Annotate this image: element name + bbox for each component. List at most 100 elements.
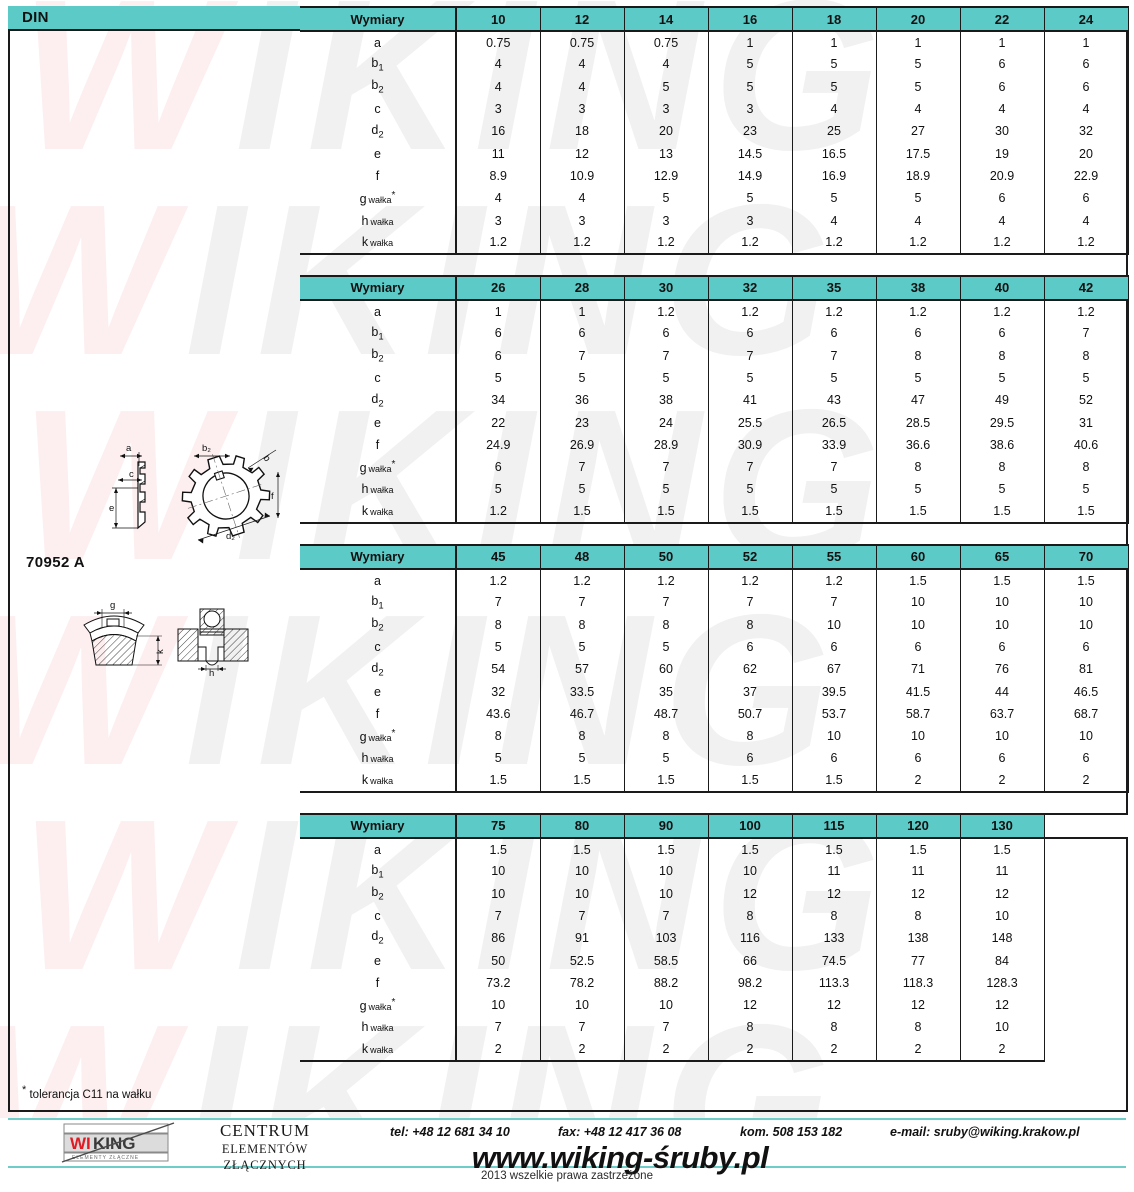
header-size-32: 32 bbox=[708, 274, 793, 301]
cell-g-walka-16: 5 bbox=[708, 187, 793, 210]
cell-d2-48: 57 bbox=[540, 658, 625, 681]
cell-k-walka-115: 2 bbox=[792, 1038, 877, 1062]
cell-c-80: 7 bbox=[540, 904, 625, 928]
cell-g-walka-80: 10 bbox=[540, 993, 625, 1017]
cell-a-115: 1.5 bbox=[792, 837, 877, 861]
cell-f-32: 30.9 bbox=[708, 433, 793, 457]
dimension-table-block-2: Wymiary 26 28 30 32 35 38 40 42 a 1 1 1.2 1.2 1.2 1.2 1.… bbox=[300, 274, 1129, 524]
website-link[interactable]: www.wiking-śruby.pl bbox=[471, 1140, 769, 1175]
cell-b2-10: 4 bbox=[456, 75, 541, 98]
cell-e-26: 22 bbox=[456, 411, 541, 434]
table-row: f 43.6 46.7 48.7 50.7 53.7 58.7 63.7 68.7 bbox=[300, 702, 1129, 726]
cell-d2-70: 81 bbox=[1044, 658, 1129, 681]
cell-a-75: 1.5 bbox=[456, 837, 541, 861]
cell-d2-120: 138 bbox=[876, 927, 961, 950]
cell-c-100: 8 bbox=[708, 904, 793, 928]
header-size-115: 115 bbox=[792, 812, 877, 839]
cell-f-50: 48.7 bbox=[624, 702, 709, 726]
cell-f-90: 88.2 bbox=[624, 971, 709, 994]
dimension-tables: Wymiary 10 12 14 16 18 20 22 24 a 0.75 0.75 0.75 1 1 1 1… bbox=[300, 6, 1129, 1062]
cell-a-130: 1.5 bbox=[960, 837, 1045, 861]
header-size-90: 90 bbox=[624, 812, 709, 839]
cell-a-40: 1.2 bbox=[960, 299, 1045, 323]
cell-a-18: 1 bbox=[792, 31, 877, 54]
contact-kom[interactable]: kom. 508 153 182 bbox=[740, 1125, 843, 1139]
cell-d2-60: 71 bbox=[876, 658, 961, 681]
cell-b1-48: 7 bbox=[540, 591, 625, 614]
cell-a-55: 1.2 bbox=[792, 568, 877, 592]
contact-fax[interactable]: fax: +48 12 417 36 08 bbox=[558, 1125, 682, 1139]
cell-a-80: 1.5 bbox=[540, 837, 625, 861]
header-size-100: 100 bbox=[708, 812, 793, 839]
table-row: e 32 33.5 35 37 39.5 41.5 44 46.5 bbox=[300, 680, 1129, 703]
cell-k-walka-42: 1.5 bbox=[1044, 500, 1129, 524]
cell-g-walka-28: 7 bbox=[540, 456, 625, 479]
cell-h-walka-130: 10 bbox=[960, 1016, 1045, 1039]
cell-e-65: 44 bbox=[960, 680, 1045, 703]
footer-rule-bottom bbox=[8, 1166, 1126, 1168]
cell-e-35: 26.5 bbox=[792, 411, 877, 434]
cell-h-walka-75: 7 bbox=[456, 1016, 541, 1039]
cell-g-walka-35: 7 bbox=[792, 456, 877, 479]
cell-g-walka-40: 8 bbox=[960, 456, 1045, 479]
cell-d2-empty bbox=[1044, 927, 1128, 949]
cell-f-40: 38.6 bbox=[960, 433, 1045, 457]
cell-g-walka-32: 7 bbox=[708, 456, 793, 479]
row-label-b: b1 bbox=[300, 860, 457, 883]
row-label-e: e bbox=[300, 411, 457, 434]
row-label-e: e bbox=[300, 680, 457, 703]
cell-b2-24: 6 bbox=[1044, 75, 1129, 98]
cell-e-52: 37 bbox=[708, 680, 793, 703]
table-row: b1 6 6 6 6 6 6 6 7 bbox=[300, 322, 1129, 345]
wiking-logo[interactable]: WIKINGELEMENTY ZŁĄCZNE bbox=[60, 1122, 178, 1164]
cell-d2-38: 47 bbox=[876, 389, 961, 412]
contact-email[interactable]: e-mail: sruby@wiking.krakow.pl bbox=[890, 1125, 1080, 1139]
table-row: f 73.2 78.2 88.2 98.2 113.3 118.3 128.3 bbox=[300, 971, 1128, 994]
table-row: b2 4 4 5 5 5 5 6 6 bbox=[300, 75, 1129, 98]
table-row: a 1.5 1.5 1.5 1.5 1.5 1.5 1.5 bbox=[300, 837, 1128, 861]
row-label-g: g wałka* bbox=[300, 456, 457, 479]
cell-f-12: 10.9 bbox=[540, 164, 625, 188]
header-size-75: 75 bbox=[456, 812, 541, 839]
cell-b2-65: 10 bbox=[960, 613, 1045, 636]
cell-c-115: 8 bbox=[792, 904, 877, 928]
cell-b2-130: 12 bbox=[960, 882, 1045, 905]
cell-k-walka-40: 1.5 bbox=[960, 500, 1045, 524]
cell-g-walka-48: 8 bbox=[540, 725, 625, 748]
table-block-gap bbox=[300, 524, 1128, 544]
cell-f-115: 113.3 bbox=[792, 971, 877, 994]
table-row: g wałka* 8 8 8 8 10 10 10 10 bbox=[300, 725, 1129, 748]
cell-b2-90: 10 bbox=[624, 882, 709, 905]
cell-f-empty bbox=[1044, 972, 1128, 994]
cell-b2-40: 8 bbox=[960, 344, 1045, 367]
cell-g-walka-75: 10 bbox=[456, 993, 541, 1017]
cell-f-14: 12.9 bbox=[624, 164, 709, 188]
cell-g-walka-30: 7 bbox=[624, 456, 709, 479]
cell-k-walka-60: 2 bbox=[876, 769, 961, 793]
cell-c-22: 4 bbox=[960, 97, 1045, 121]
cell-k-walka-10: 1.2 bbox=[456, 231, 541, 255]
cell-b1-16: 5 bbox=[708, 53, 793, 76]
cell-g-walka-42: 8 bbox=[1044, 456, 1129, 479]
table-block-gap bbox=[300, 255, 1128, 275]
cell-b2-42: 8 bbox=[1044, 344, 1129, 367]
cell-h-walka-18: 4 bbox=[792, 209, 877, 232]
cell-f-60: 58.7 bbox=[876, 702, 961, 726]
contact-tel[interactable]: tel: +48 12 681 34 10 bbox=[390, 1125, 510, 1139]
cell-g-walka-12: 4 bbox=[540, 187, 625, 210]
cell-b1-20: 5 bbox=[876, 53, 961, 76]
cell-b2-52: 8 bbox=[708, 613, 793, 636]
cell-e-20: 17.5 bbox=[876, 142, 961, 165]
row-label-f: f bbox=[300, 971, 457, 994]
cell-b1-50: 7 bbox=[624, 591, 709, 614]
cell-b1-55: 7 bbox=[792, 591, 877, 614]
cell-f-16: 14.9 bbox=[708, 164, 793, 188]
header-wymiary: Wymiary bbox=[300, 274, 457, 301]
cell-g-walka-38: 8 bbox=[876, 456, 961, 479]
table-row: e 22 23 24 25.5 26.5 28.5 29.5 31 bbox=[300, 411, 1129, 434]
cell-k-walka-48: 1.5 bbox=[540, 769, 625, 793]
cell-b1-28: 6 bbox=[540, 322, 625, 345]
table-row: a 0.75 0.75 0.75 1 1 1 1 1 bbox=[300, 31, 1129, 54]
cell-k-walka-20: 1.2 bbox=[876, 231, 961, 255]
